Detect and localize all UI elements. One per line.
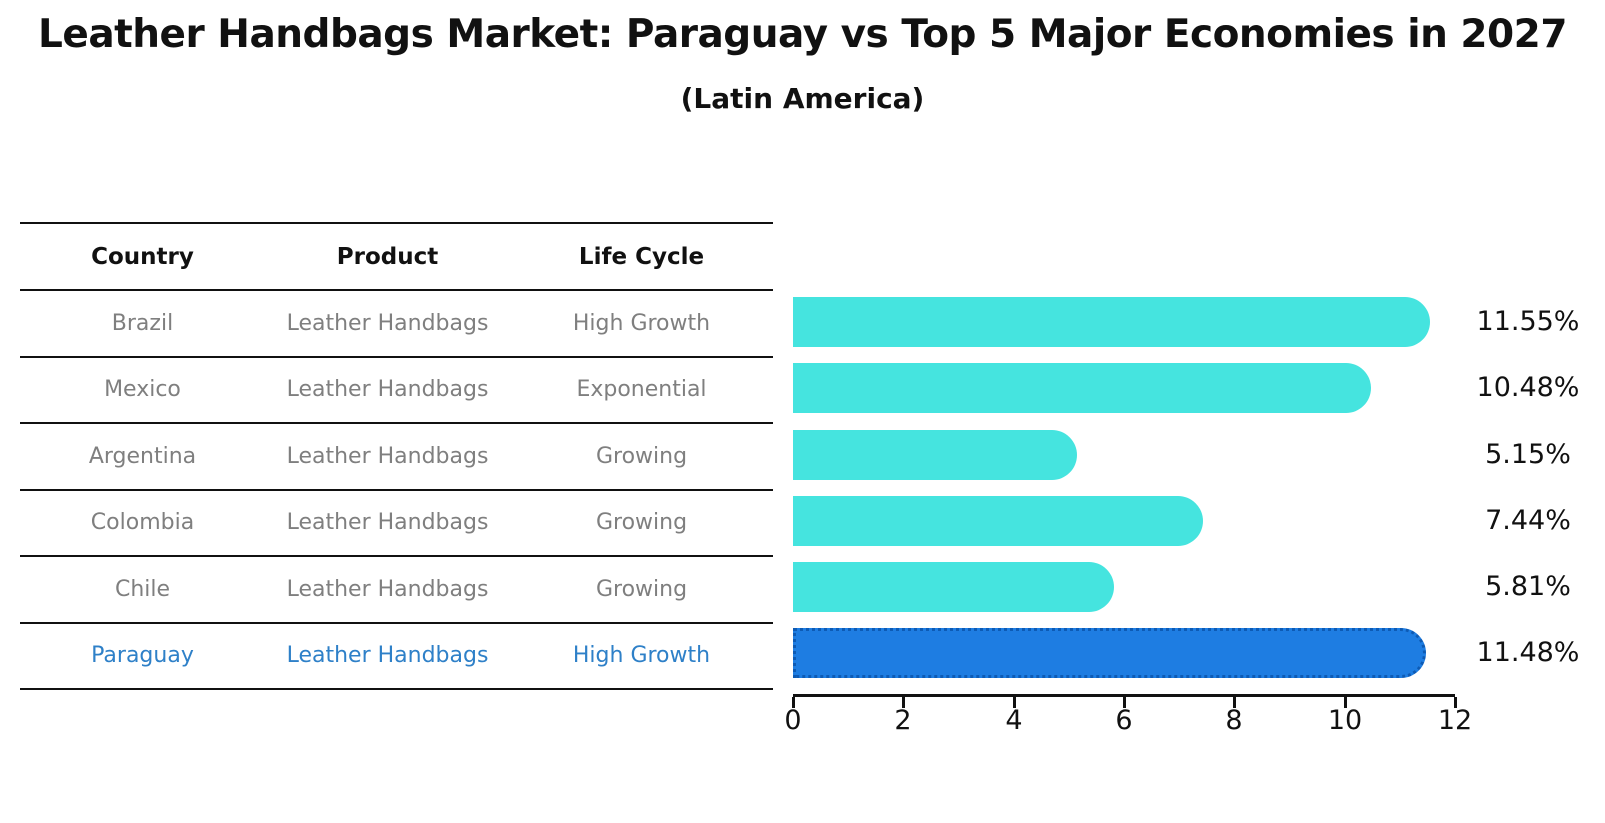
bar-chart: 11.55% 10.48% 5.15% 7.44% 5.81% 11.48% 0… — [784, 0, 1605, 823]
x-axis-line — [793, 694, 1455, 697]
life-cycle-cell: High Growth — [572, 310, 711, 336]
country-table: Country Product Life Cycle Brazil Leathe… — [20, 222, 773, 690]
life-cycle-cell: Growing — [595, 576, 688, 602]
x-tick-label: 10 — [1327, 705, 1363, 736]
x-axis-tick — [902, 697, 905, 708]
product-cell: Leather Handbags — [286, 576, 489, 602]
product-cell: Leather Handbags — [286, 643, 489, 669]
bar-mexico — [793, 363, 1371, 413]
x-tick-label: 8 — [1225, 705, 1243, 736]
product-cell: Leather Handbags — [286, 377, 489, 403]
bar-paraguay — [793, 628, 1426, 678]
country-cell: Chile — [114, 576, 171, 602]
product-cell: Leather Handbags — [286, 510, 489, 536]
x-tick-label: 4 — [1005, 705, 1023, 736]
bar-argentina — [793, 430, 1077, 480]
chart-subtitle: (Latin America) — [680, 82, 925, 115]
bar-chile — [793, 562, 1114, 612]
country-cell: Paraguay — [91, 643, 194, 669]
x-axis-tick — [1344, 697, 1347, 708]
x-axis-tick — [1233, 697, 1236, 708]
value-label-colombia: 7.44% — [1485, 505, 1571, 536]
product-cell: Leather Handbags — [286, 310, 489, 336]
value-label-brazil: 11.55% — [1476, 306, 1580, 337]
table-row-paraguay: Paraguay Leather Handbags High Growth — [20, 624, 773, 690]
country-cell: Argentina — [88, 443, 197, 469]
x-axis-tick — [1013, 697, 1016, 708]
x-tick-label: 6 — [1115, 705, 1133, 736]
table-row-mexico: Mexico Leather Handbags Exponential — [20, 358, 773, 424]
table-header-row: Country Product Life Cycle — [20, 224, 773, 291]
product-cell: Leather Handbags — [286, 443, 489, 469]
life-cycle-cell: High Growth — [572, 643, 711, 669]
x-tick-label: 12 — [1437, 705, 1473, 736]
life-cycle-cell: Growing — [595, 510, 688, 536]
x-axis-tick — [1454, 697, 1457, 708]
country-cell: Mexico — [104, 377, 181, 403]
value-label-argentina: 5.15% — [1485, 439, 1571, 470]
x-axis-tick — [792, 697, 795, 708]
table-row-chile: Chile Leather Handbags Growing — [20, 557, 773, 624]
column-header-life-cycle: Life Cycle — [578, 243, 705, 270]
country-cell: Colombia — [90, 510, 195, 536]
table-row-colombia: Colombia Leather Handbags Growing — [20, 491, 773, 557]
column-header-product: Product — [336, 243, 439, 270]
life-cycle-cell: Growing — [595, 443, 688, 469]
value-label-mexico: 10.48% — [1476, 372, 1580, 403]
chart-title: Leather Handbags Market: Paraguay vs Top… — [38, 12, 1567, 57]
value-label-chile: 5.81% — [1485, 571, 1571, 602]
x-axis-tick — [1123, 697, 1126, 708]
table-row-argentina: Argentina Leather Handbags Growing — [20, 424, 773, 491]
bar-colombia — [793, 496, 1203, 546]
value-label-paraguay: 11.48% — [1476, 637, 1580, 668]
column-header-country: Country — [91, 243, 194, 270]
x-tick-label: 2 — [894, 705, 912, 736]
bar-brazil — [793, 297, 1430, 347]
life-cycle-cell: Exponential — [576, 377, 707, 403]
table-row-brazil: Brazil Leather Handbags High Growth — [20, 291, 773, 358]
x-tick-label: 0 — [784, 705, 802, 736]
country-cell: Brazil — [111, 310, 174, 336]
